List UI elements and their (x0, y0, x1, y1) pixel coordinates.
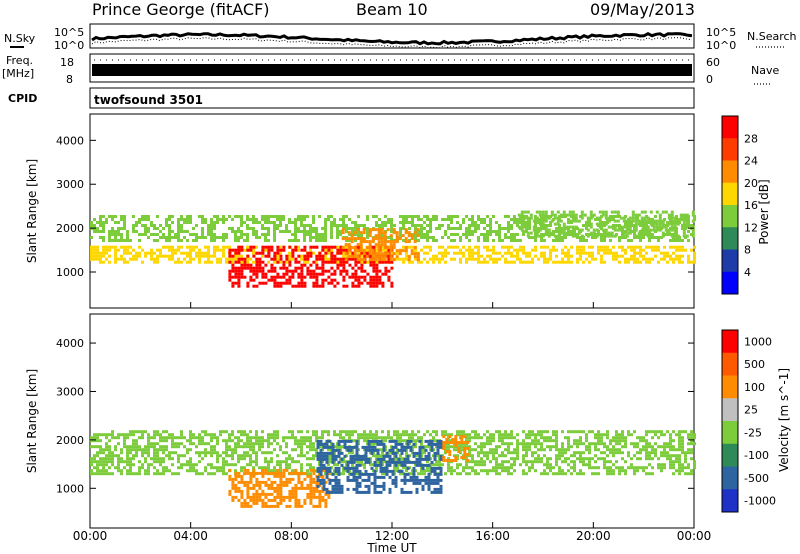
colorbar-segment (722, 182, 738, 206)
xtick-label: 00:00 (73, 529, 108, 543)
colorbar-tick: -1000 (744, 495, 776, 508)
colorbar-segment (722, 205, 738, 228)
colorbar-segment (722, 138, 738, 161)
colorbar-tick: 16 (744, 199, 758, 212)
data-band-2 (316, 439, 443, 494)
freq-unit: [MHz] (2, 67, 34, 80)
colorbar-segment (722, 271, 738, 295)
power-colorbar: 28 24 20 16 12 8 4 (721, 115, 758, 295)
xtick-label: 08:00 (274, 529, 309, 543)
velocity-plot-frame (89, 313, 695, 529)
power-plot-frame (89, 113, 695, 309)
colorbar-segment (722, 249, 738, 273)
noise-tick-right-bottom: 10^0 (706, 39, 736, 52)
colorbar-segment (722, 466, 738, 490)
colorbar-tick: 28 (744, 132, 758, 145)
colorbar-segment (722, 375, 738, 399)
nave-tick-top: 60 (706, 56, 720, 69)
velocity-ylabel: Slant Range [km] (25, 369, 39, 473)
ytick-label: 4000 (56, 134, 84, 147)
xtick-label: 04:00 (173, 529, 208, 543)
data-band-1 (228, 468, 331, 508)
power-colorbar-label: Power [dB] (757, 179, 771, 244)
power-yticks: 4000 3000 2000 1000 (56, 134, 694, 279)
colorbar-segment (722, 398, 738, 422)
noise-tick-left-bottom: 10^0 (54, 39, 84, 52)
ytick-label: 3000 (56, 178, 84, 191)
cpid-value: twofsound 3501 (94, 93, 203, 107)
colorbar-segment (722, 116, 738, 139)
colorbar-frame (721, 115, 739, 295)
colorbar-tick: -100 (744, 449, 769, 462)
colorbar-tick: 8 (744, 244, 751, 257)
colorbar-segment (722, 227, 738, 250)
ytick-label: 1000 (56, 266, 84, 279)
data-band-4 (517, 210, 695, 238)
freq-label: Freq. (6, 54, 33, 67)
date-title: 09/May/2013 (590, 0, 695, 19)
beam-title: Beam 10 (356, 0, 428, 19)
power-heatmap (90, 210, 696, 288)
colorbar-tick: 500 (744, 358, 765, 371)
velocity-panel: 4000 3000 2000 1000 Slant Range [km] 1000 50… (25, 313, 791, 529)
colorbar-tick: 25 (744, 404, 758, 417)
ytick-label: 3000 (56, 385, 84, 398)
freq-tick-bottom: 8 (66, 73, 73, 86)
colorbar-tick: 24 (744, 155, 758, 168)
ytick-label: 2000 (56, 222, 84, 235)
velocity-colorbar: 1000 500 100 25 -25 -100 -500 -1000 (721, 329, 776, 513)
station-title: Prince George (fitACF) (92, 0, 270, 19)
cpid-strip-frame (89, 87, 695, 109)
cpid-label: CPID (8, 92, 37, 105)
time-axis-label: Time UT (366, 541, 417, 554)
colorbar-tick: -25 (744, 426, 762, 439)
freq-strip: Freq. [MHz] 18 8 60 0 Nave (2, 53, 779, 86)
xtick-label: 16:00 (475, 529, 510, 543)
colorbar-segment (722, 443, 738, 467)
colorbar-segment (722, 421, 738, 445)
xtick-label: 20:00 (576, 529, 611, 543)
colorbar-tick: 12 (744, 221, 758, 234)
data-band-3 (341, 228, 420, 262)
colorbar-segment (722, 489, 738, 513)
nave-label: Nave (751, 64, 779, 77)
power-ylabel: Slant Range [km] (25, 159, 39, 263)
freq-tick-top: 18 (60, 56, 74, 69)
nsearch-label: N.Search (747, 30, 797, 43)
ytick-label: 2000 (56, 434, 84, 447)
noise-strip: N.Sky 10^5 10^0 10^5 10^0 N.Search (4, 23, 797, 52)
ytick-label: 1000 (56, 482, 84, 495)
power-panel: 4000 3000 2000 1000 Slant Range [km] 28 24 20… (25, 113, 771, 309)
colorbar-segment (722, 330, 738, 354)
freq-band (92, 64, 692, 76)
xtick-label: 12:00 (375, 529, 410, 543)
velocity-colorbar-label: Velocity [m s^-1] (777, 368, 791, 472)
time-axis: 00:00 04:00 08:00 12:00 16:00 20:00 00:00 (73, 302, 712, 543)
noise-tick-right-top: 10^5 (706, 26, 736, 39)
data-band-3 (442, 435, 470, 462)
colorbar-tick: 20 (744, 177, 758, 190)
noise-line (91, 32, 693, 46)
noise-tick-left-top: 10^5 (54, 26, 84, 39)
velocity-yticks: 4000 3000 2000 1000 (56, 337, 694, 495)
cpid-strip: CPID twofsound 3501 (8, 87, 695, 109)
xtick-label: 00:00 (677, 529, 712, 543)
velocity-heatmap (90, 430, 696, 508)
colorbar-segment (722, 160, 738, 184)
ytick-label: 4000 (56, 337, 84, 350)
colorbar-segment (722, 352, 738, 376)
colorbar-tick: 4 (744, 266, 751, 279)
colorbar-tick: 1000 (744, 335, 772, 348)
nave-tick-bottom: 0 (706, 73, 713, 86)
nsky-label: N.Sky (4, 32, 36, 45)
colorbar-tick: 100 (744, 381, 765, 394)
colorbar-frame (721, 329, 739, 513)
colorbar-tick: -500 (744, 472, 769, 485)
